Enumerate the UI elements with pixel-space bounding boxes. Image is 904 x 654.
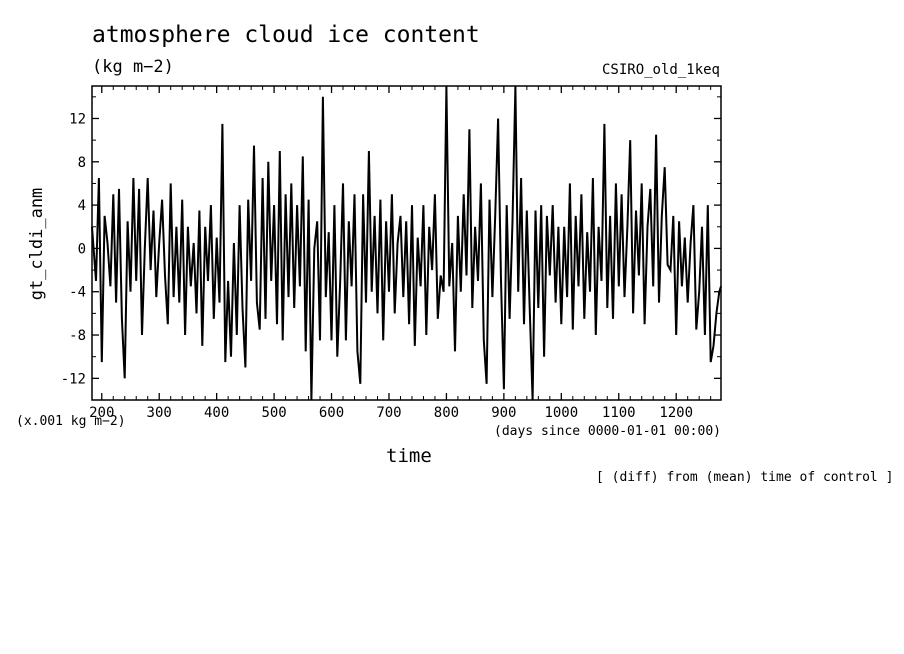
x-tick-label: 800: [434, 405, 459, 421]
plot-area: 200 300 400 500 600 700 800 900 1000 1100 1200 -12 -…: [61, 85, 722, 421]
y-tick-label: 0: [78, 241, 86, 257]
x-tick-label: 200: [89, 405, 114, 421]
x-tick-label: 900: [491, 405, 516, 421]
scale-note: (x.001 kg m−2): [16, 414, 126, 429]
y-axis-label: gt_cldi_anm: [27, 187, 47, 301]
x-tick-label: 1000: [544, 405, 578, 421]
chart-units: (kg m−2): [92, 57, 174, 77]
footer-note: [ (diff) from (mean) time of control ]: [596, 470, 894, 485]
x-tick-label: 600: [319, 405, 344, 421]
y-tick-label: 8: [78, 155, 86, 171]
x-tick-label: 500: [261, 405, 286, 421]
x-axis-units: (days since 0000-01-01 00:00): [494, 424, 721, 439]
x-tick-label: 1200: [659, 405, 693, 421]
x-tick-label: 1100: [602, 405, 636, 421]
y-tick-label: 4: [78, 198, 86, 214]
y-tick-label: -8: [69, 328, 86, 344]
chart-title: atmosphere cloud ice content: [92, 22, 480, 48]
run-name: CSIRO_old_1keq: [601, 62, 720, 78]
x-tick-label: 300: [147, 405, 172, 421]
y-tick-label: -12: [61, 371, 86, 387]
y-tick-label: -4: [69, 285, 86, 301]
y-tick-label: 12: [69, 111, 86, 127]
plot-frame: [91, 85, 722, 401]
x-tick-label: 400: [204, 405, 229, 421]
x-axis-label: time: [386, 445, 432, 467]
x-tick-label: 700: [376, 405, 401, 421]
series-line-1: [91, 85, 722, 401]
